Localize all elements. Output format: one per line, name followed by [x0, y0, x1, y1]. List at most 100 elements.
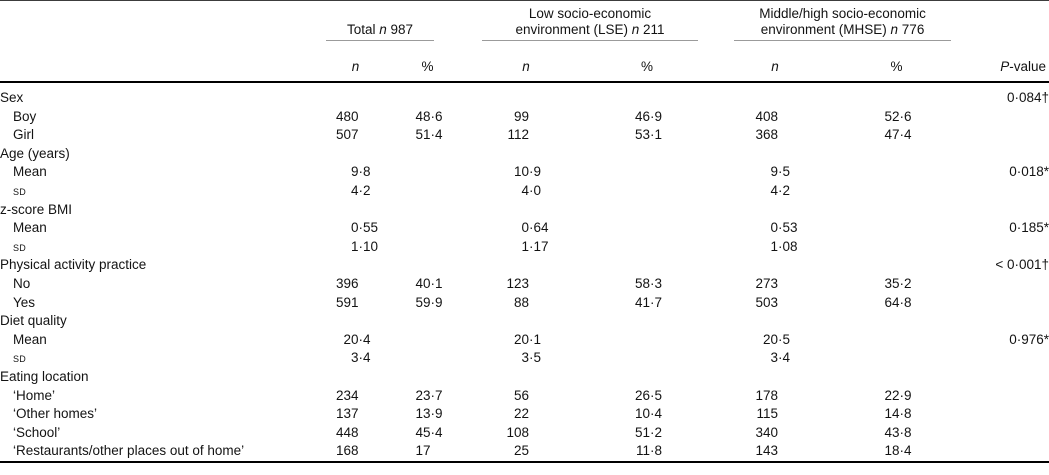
value-cell: 3·4	[350, 350, 371, 366]
value-cell: 480	[335, 108, 359, 124]
value-cell: 0·53	[770, 220, 798, 236]
value-cell: 0·64	[521, 220, 549, 236]
subheader-label-spacer	[0, 41, 310, 83]
table-row: sd 1·10 1·17 1·08	[0, 238, 1049, 257]
corner-cell	[0, 1, 310, 42]
table-row: ‘Restaurants/other places out of home’ 16…	[0, 442, 1049, 462]
table-row: ‘School’ 448 45·4 108 51·2 340 43·8	[0, 424, 1049, 443]
subheader-row: n% n% n% P-value	[0, 41, 1049, 83]
p-value-cell: 0·018*	[1009, 164, 1049, 180]
value-cell	[582, 256, 712, 275]
value-cell: 18·4	[884, 443, 912, 459]
value-cell	[838, 312, 955, 331]
value-cell	[385, 201, 470, 220]
value-cell: 20·5	[763, 331, 791, 347]
value-cell: 51·2	[634, 424, 663, 440]
value-cell	[310, 368, 385, 387]
table-row: ‘Home’ 234 23·7 56 26·5 178 22·9	[0, 387, 1049, 406]
row-label: No	[13, 275, 31, 291]
p-value-cell	[955, 312, 1049, 331]
value-cell	[712, 201, 838, 220]
value-cell: 11·8	[636, 443, 663, 459]
p-value-cell	[955, 424, 1049, 443]
p-value-header-spacer	[955, 1, 1049, 42]
row-label: z-score BMI	[0, 201, 73, 217]
row-label: Yes	[13, 294, 36, 310]
value-cell: 448	[335, 424, 359, 440]
value-cell: 3·4	[770, 350, 791, 366]
p-value-cell: < 0·001†	[995, 257, 1049, 273]
value-cell: 25	[513, 443, 530, 459]
value-cell: 4·2	[770, 182, 791, 198]
table-row: Yes 591 59·9 88 41·7 503 64·8	[0, 294, 1049, 313]
p-value-cell	[955, 238, 1049, 257]
value-cell: 45·4	[415, 424, 443, 440]
table-row: Physical activity practice < 0·001†	[0, 256, 1049, 275]
subheader-lse-n: n	[470, 41, 583, 83]
value-cell	[838, 238, 955, 257]
table-body: Sex 0·084† Boy 480 48·6 99 46·9 408 52·6 Girl 507 5…	[0, 82, 1049, 462]
value-cell	[470, 312, 582, 331]
value-cell: 4·0	[521, 182, 542, 198]
subheader-lse-pct: %	[582, 41, 713, 83]
table-row: sd 4·2 4·0 4·2	[0, 182, 1049, 201]
value-cell	[310, 82, 385, 108]
p-value-cell	[955, 349, 1049, 368]
value-cell: 10·9	[513, 164, 542, 180]
value-cell: 20·4	[343, 331, 371, 347]
value-cell: 115	[756, 406, 779, 422]
value-cell	[470, 82, 582, 108]
row-label: ‘School’	[13, 424, 61, 440]
value-cell	[838, 256, 955, 275]
value-cell: 9·5	[770, 164, 791, 180]
value-cell	[470, 368, 582, 387]
value-cell: 1·08	[770, 238, 798, 254]
p-value-cell: 0·185*	[1009, 220, 1049, 236]
value-cell: 3·5	[521, 350, 542, 366]
value-cell: 0·55	[350, 220, 379, 236]
value-cell: 22	[513, 406, 530, 422]
table-row: Mean 0·55 0·64 0·53 0·185*	[0, 219, 1049, 238]
table-row: Diet quality	[0, 312, 1049, 331]
p-value-cell	[955, 145, 1049, 164]
value-cell: 13·9	[415, 406, 443, 422]
value-cell	[310, 256, 385, 275]
table-row: z-score BMI	[0, 201, 1049, 220]
value-cell	[582, 145, 712, 164]
table-row: Boy 480 48·6 99 46·9 408 52·6	[0, 108, 1049, 127]
value-cell	[385, 312, 470, 331]
value-cell	[838, 368, 955, 387]
table-row: Girl 507 51·4 112 53·1 368 47·4	[0, 126, 1049, 145]
value-cell	[838, 331, 955, 350]
row-label: ‘Other homes’	[13, 406, 98, 422]
value-cell	[712, 312, 838, 331]
value-cell	[385, 368, 470, 387]
value-cell	[385, 219, 470, 238]
value-cell: 9·8	[350, 164, 371, 180]
row-label: sd	[13, 182, 27, 198]
value-cell: 408	[755, 108, 779, 124]
value-cell: 396	[335, 275, 359, 291]
p-value-cell: 0·976*	[1009, 331, 1049, 347]
value-cell: 17	[415, 443, 431, 459]
value-cell: 1·10	[350, 238, 379, 254]
value-cell: 10·4	[634, 406, 663, 422]
value-cell: 88	[513, 294, 530, 310]
value-cell: 234	[335, 387, 359, 403]
subheader-total-pct: %	[385, 41, 471, 83]
value-cell: 112	[507, 127, 530, 143]
row-label: Diet quality	[0, 313, 67, 329]
row-label: ‘Home’	[13, 387, 56, 403]
value-cell	[712, 145, 838, 164]
value-cell: 108	[506, 424, 530, 440]
table-header: Total n 987 Low socio-economic environment…	[0, 1, 1049, 83]
value-cell: 26·5	[634, 387, 663, 403]
value-cell	[470, 201, 582, 220]
value-cell	[385, 163, 470, 182]
column-group-mhse: Middle/high socio-economic environment (M…	[712, 1, 955, 41]
column-group-title-total: Total n 987	[326, 22, 435, 41]
value-cell	[838, 145, 955, 164]
value-cell	[838, 182, 955, 201]
p-value-cell	[955, 442, 1049, 462]
